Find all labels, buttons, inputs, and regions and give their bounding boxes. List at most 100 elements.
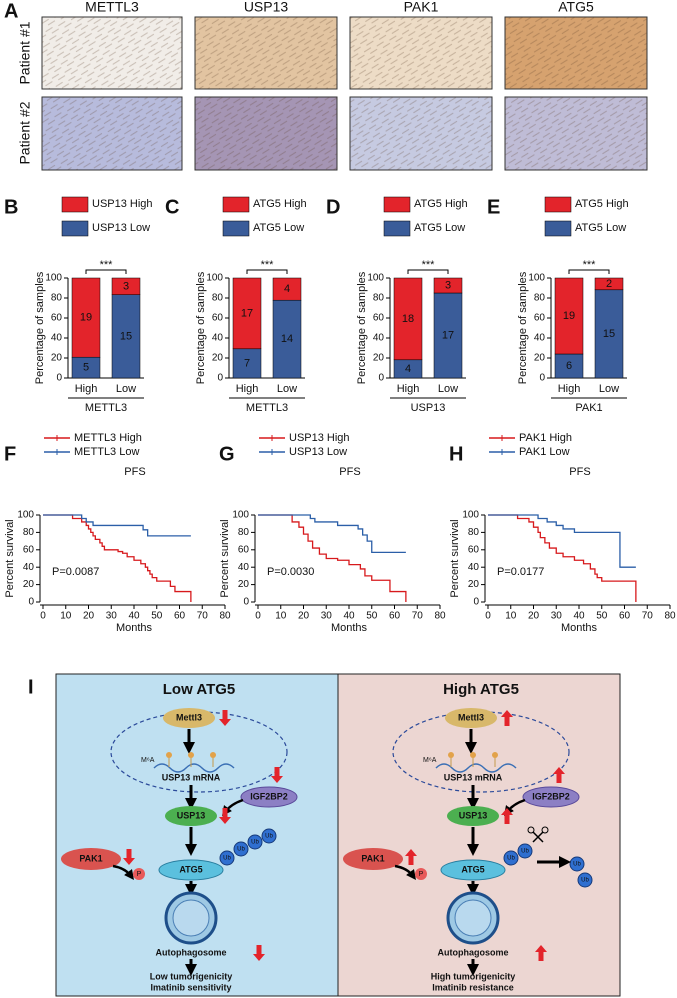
x-tick-label: 50 xyxy=(366,611,378,622)
y-tick-label: 20 xyxy=(212,353,224,364)
significance: *** xyxy=(422,259,436,271)
texture xyxy=(42,17,647,170)
y-tick-label: 100 xyxy=(17,510,34,521)
count-label: 4 xyxy=(405,363,411,375)
legend-label: USP13 High xyxy=(92,198,153,210)
y-tick-label: 0 xyxy=(56,373,62,384)
chart-title: PFS xyxy=(339,466,360,478)
y-tick-label: 100 xyxy=(367,273,384,284)
x-tick-label: 40 xyxy=(573,611,585,622)
outcome: Imatinib resistance xyxy=(432,982,514,992)
x-tick-label: 60 xyxy=(619,611,631,622)
autophagosome-inner xyxy=(454,899,492,937)
y-tick-label: 0 xyxy=(243,597,249,608)
y-tick-label: 80 xyxy=(373,293,385,304)
scissors xyxy=(532,831,544,843)
legend-label: ATG5 Low xyxy=(414,222,465,234)
y-tick-label: 100 xyxy=(45,273,62,284)
y-tick-label: 0 xyxy=(378,373,384,384)
count-label: 19 xyxy=(563,310,575,322)
x-tick-label: Low xyxy=(438,383,458,395)
node-label: Ub xyxy=(521,849,529,855)
bar-segment xyxy=(554,277,584,355)
y-tick-label: 20 xyxy=(534,353,546,364)
legend-label: ATG5 Low xyxy=(575,222,626,234)
y-tick-label: 40 xyxy=(212,333,224,344)
red-arrow xyxy=(219,710,231,726)
node-label: ATG5 xyxy=(179,864,202,874)
legend-swatch xyxy=(61,196,89,213)
x-tick-label: 60 xyxy=(174,611,186,622)
red-arrow xyxy=(535,945,547,961)
x-tick-label: 50 xyxy=(151,611,163,622)
y-tick-label: 80 xyxy=(212,293,224,304)
scissors-ring xyxy=(527,826,535,834)
node-label: Ub xyxy=(223,856,231,862)
panel-letter: E xyxy=(487,196,500,218)
bar-segment xyxy=(393,277,423,361)
node xyxy=(165,806,217,826)
ubiquitin xyxy=(577,872,593,888)
count-label: 14 xyxy=(281,333,293,345)
significance: *** xyxy=(261,259,275,271)
x-tick-label: 40 xyxy=(343,611,355,622)
m6a-dot xyxy=(166,752,172,758)
bar-segment xyxy=(594,289,624,379)
node-label: IGF2BP2 xyxy=(532,791,570,801)
row-label: Patient #2 xyxy=(17,101,33,164)
survival-curve xyxy=(488,514,637,602)
curved-arrow xyxy=(112,864,135,880)
x-tick-label: 80 xyxy=(434,611,446,622)
x-tick-label: 10 xyxy=(505,611,517,622)
y-tick-label: 0 xyxy=(473,597,479,608)
node-label: P xyxy=(137,871,142,878)
y-tick-label: 80 xyxy=(23,527,35,538)
outcome: Low tumorigenicity xyxy=(150,971,233,981)
panel-letter: B xyxy=(4,196,18,218)
y-tick-label: 20 xyxy=(238,579,250,590)
y-tick-label: 20 xyxy=(468,579,480,590)
sig-bracket xyxy=(407,269,449,274)
y-tick-label: 80 xyxy=(51,293,63,304)
panel-letter: C xyxy=(165,196,179,218)
outcome: Imatinib sensitivity xyxy=(150,982,231,992)
count-label: 18 xyxy=(402,313,414,325)
node xyxy=(445,708,497,728)
red-arrow xyxy=(501,710,513,726)
node xyxy=(522,786,580,808)
ihc-grid xyxy=(41,16,648,171)
y-axis-label: Percent survival xyxy=(449,519,461,597)
panel-letter: G xyxy=(219,443,235,465)
p-value: P=0.0087 xyxy=(52,566,99,578)
bar-segment xyxy=(272,277,302,301)
legend-swatch xyxy=(61,220,89,237)
y-tick-label: 0 xyxy=(217,373,223,384)
x-tick-label: 20 xyxy=(298,611,310,622)
m6a-label: M⁶A xyxy=(141,757,155,764)
legend-label: ATG5 High xyxy=(575,198,629,210)
legend-label: PAK1 High xyxy=(519,432,572,444)
chart-title: PFS xyxy=(124,466,145,478)
ubiquitin xyxy=(517,843,533,859)
y-tick-label: 40 xyxy=(534,333,546,344)
count-label: 15 xyxy=(120,330,132,342)
y-axis-label: Percent survival xyxy=(219,519,231,597)
node-label: IGF2BP2 xyxy=(250,791,288,801)
count-label: 3 xyxy=(445,279,451,291)
diagram-side: Low ATG5 Mettl3 M⁶A USP13 mRNA IGF2BP2 USP13 P… xyxy=(61,681,298,992)
y-tick-label: 40 xyxy=(373,333,385,344)
count-label: 4 xyxy=(284,283,290,295)
legend-swatch xyxy=(383,196,411,213)
y-tick-label: 100 xyxy=(232,510,249,521)
y-tick-label: 20 xyxy=(51,353,63,364)
p-value: P=0.0177 xyxy=(497,566,544,578)
panel-letter: D xyxy=(326,196,340,218)
x-tick-label: 20 xyxy=(528,611,540,622)
legend-swatch xyxy=(222,220,250,237)
y-tick-label: 20 xyxy=(373,353,385,364)
survival-curve xyxy=(258,514,406,554)
y-axis-label: Percentage of samples xyxy=(356,271,368,384)
x-tick-label: High xyxy=(236,383,259,395)
significance: *** xyxy=(100,259,114,271)
